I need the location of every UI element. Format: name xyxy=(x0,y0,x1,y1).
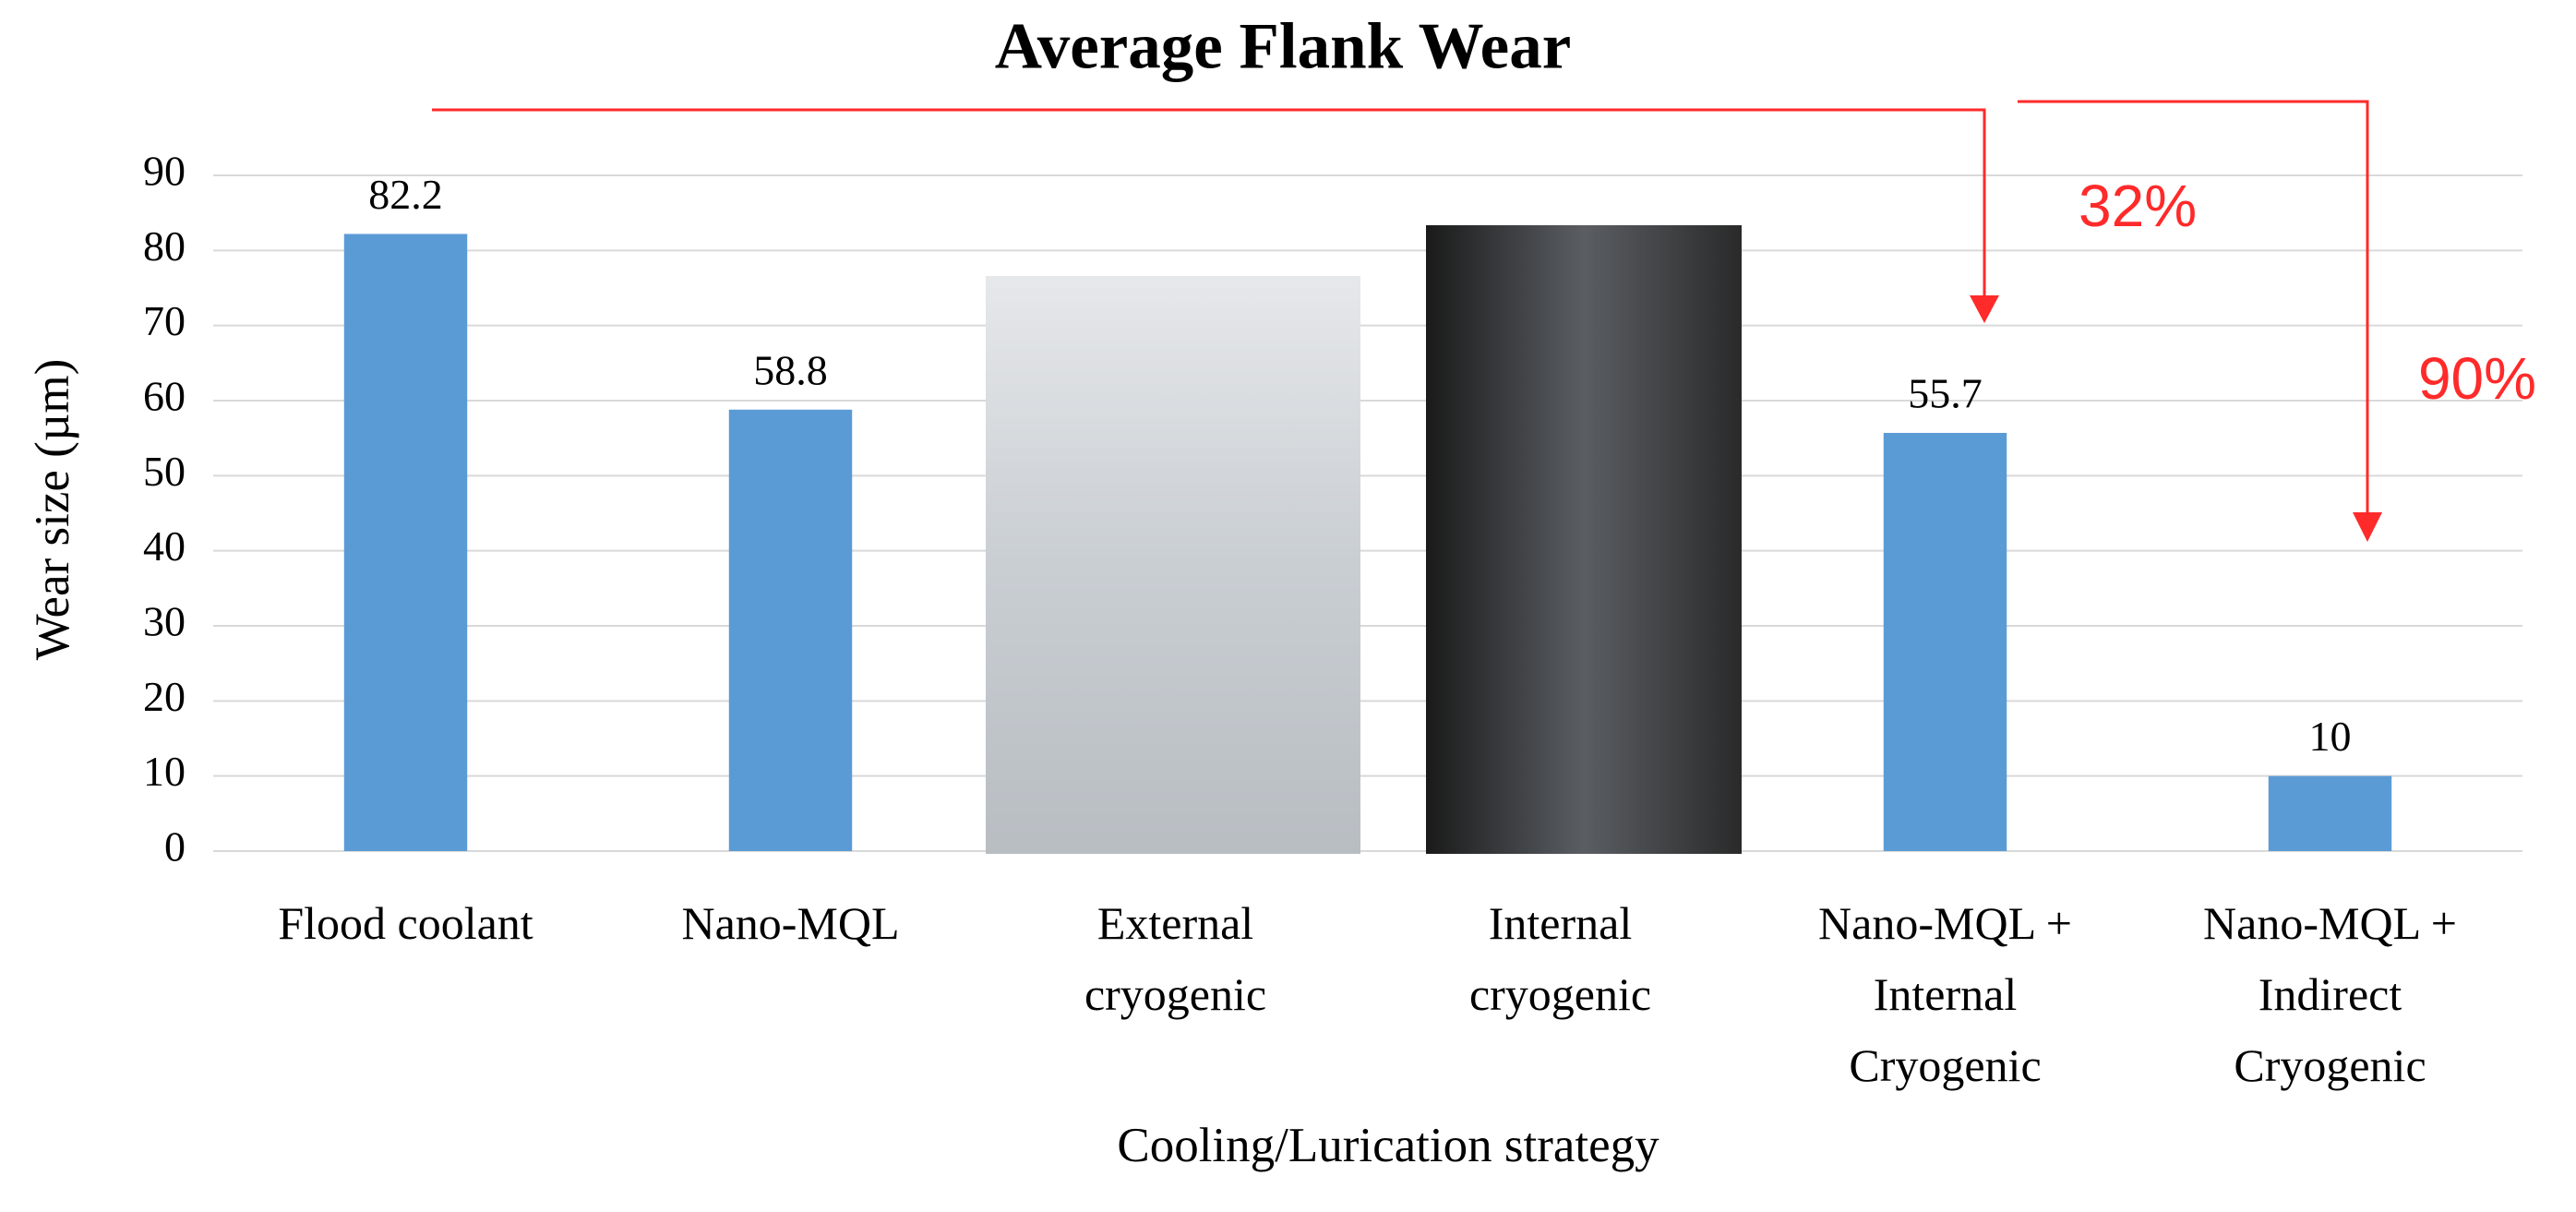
arrow-90 xyxy=(2018,100,2369,512)
data-label: 55.7 xyxy=(1908,370,1983,417)
y-tick-label: 60 xyxy=(143,373,186,420)
y-axis-label: Wear size (µm) xyxy=(26,359,79,660)
data-label: 10 xyxy=(2309,713,2352,760)
y-tick-label: 40 xyxy=(143,522,186,570)
x-tick-label: Internal cryogenic xyxy=(1469,897,1651,1020)
y-tick-label: 30 xyxy=(143,598,186,645)
arrowhead xyxy=(1970,295,1999,323)
y-tick-label: 10 xyxy=(143,748,186,795)
x-tick-label: Nano-MQL + Indirect Cryogenic xyxy=(2203,897,2457,1091)
y-tick-label: 80 xyxy=(143,222,186,270)
annotation: 90% xyxy=(2418,345,2536,412)
data-label: 82.2 xyxy=(368,171,443,218)
annotation: 32% xyxy=(2079,173,2197,239)
x-tick-label: Flood coolant xyxy=(278,897,533,949)
x-tick-label: Nano-MQL xyxy=(681,897,899,949)
y-tick-label: 50 xyxy=(143,448,186,495)
bar xyxy=(343,234,468,851)
x-tick-label: External cryogenic xyxy=(1084,897,1266,1020)
photo-external-cryogenic xyxy=(986,276,1360,854)
arrow-32 xyxy=(432,108,1986,295)
photo-internal-cryogenic xyxy=(1426,225,1742,854)
y-tick-label: 0 xyxy=(164,823,186,870)
bar xyxy=(2268,775,2392,851)
x-tick-label: Nano-MQL + Internal Cryogenic xyxy=(1818,897,2072,1091)
y-tick-label: 70 xyxy=(143,297,186,344)
bar xyxy=(728,409,853,851)
x-axis-label: Cooling/Lurication strategy xyxy=(1117,1119,1659,1172)
y-tick-label: 90 xyxy=(143,148,186,195)
chart-title: Average Flank Wear xyxy=(995,10,1571,82)
data-label: 58.8 xyxy=(753,346,828,393)
arrowhead xyxy=(2353,512,2382,542)
y-tick-label: 20 xyxy=(143,673,186,720)
bar xyxy=(1883,432,2007,851)
